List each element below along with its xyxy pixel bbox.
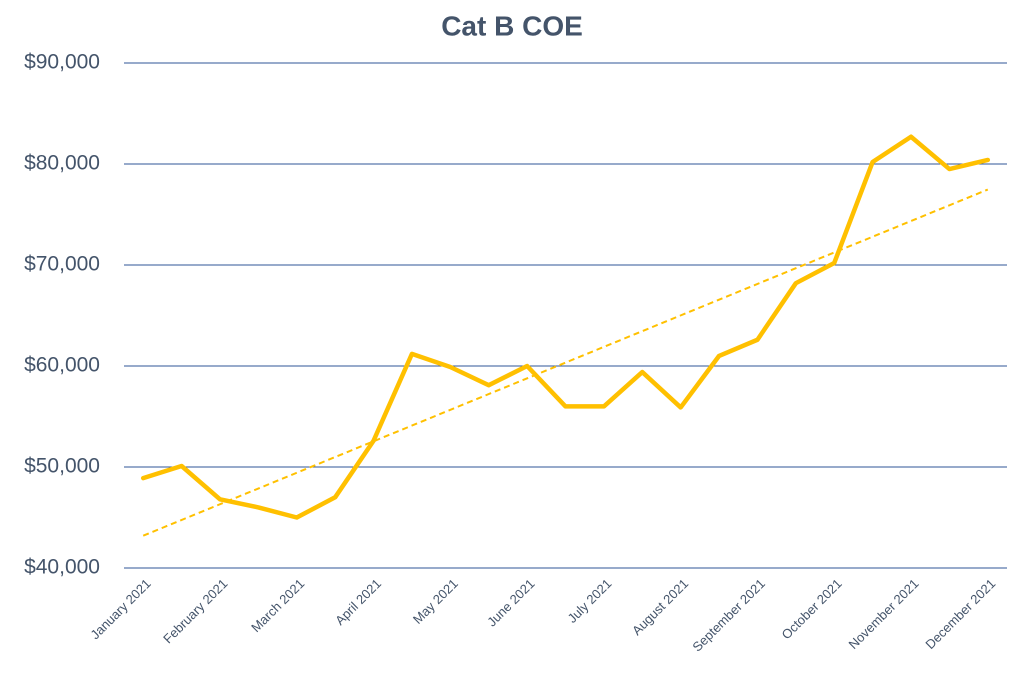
x-tick-label: August 2021 [629, 576, 691, 638]
x-tick-label: March 2021 [248, 576, 307, 635]
y-tick-label: $80,000 [24, 152, 100, 175]
y-tick-label: $50,000 [24, 455, 100, 478]
x-tick-label: January 2021 [87, 576, 153, 642]
x-tick-label: June 2021 [484, 576, 538, 630]
y-tick-label: $70,000 [24, 253, 100, 276]
y-tick-label: $90,000 [24, 51, 100, 74]
y-tick-label: $60,000 [24, 354, 100, 377]
x-tick-label: November 2021 [846, 576, 922, 652]
x-tick-label: February 2021 [160, 576, 230, 646]
y-tick-label: $40,000 [24, 556, 100, 579]
line [140, 134, 991, 520]
x-tick-label: April 2021 [332, 576, 384, 628]
x-tick-label: September 2021 [689, 576, 768, 655]
x-tick-label: October 2021 [778, 576, 844, 642]
x-tick-label: July 2021 [564, 576, 614, 626]
chart-title: Cat B COE [441, 10, 583, 41]
trendline [142, 188, 989, 537]
x-tick-label: December 2021 [922, 576, 998, 652]
x-tick-label: May 2021 [410, 576, 461, 627]
